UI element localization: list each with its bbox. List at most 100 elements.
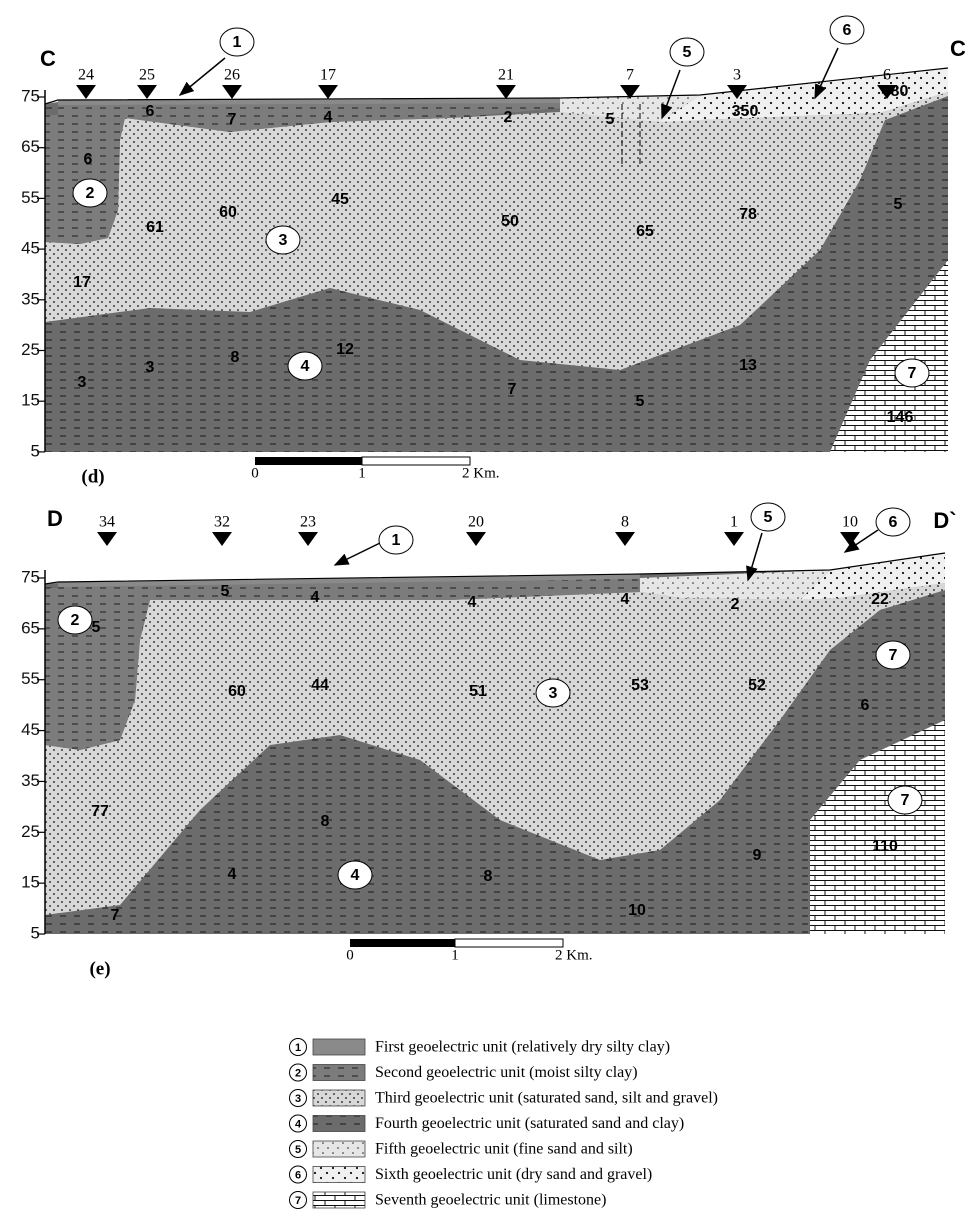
legend-number: 4 [295, 1118, 302, 1130]
station-number: 17 [320, 67, 336, 84]
y-tick-label: 65 [21, 618, 40, 637]
scale-label: 2 Km. [555, 947, 593, 963]
legend-text: Sixth geoelectric unit (dry sand and gra… [375, 1166, 652, 1183]
station-marker [466, 532, 486, 546]
legend-number: 2 [295, 1067, 301, 1079]
legend-text: Fourth geoelectric unit (saturated sand … [375, 1115, 684, 1132]
unit-marker: 3 [549, 685, 558, 702]
legend-text: Seventh geoelectric unit (limestone) [375, 1192, 606, 1209]
station-number: 25 [139, 67, 155, 84]
legend-swatch [313, 1039, 365, 1055]
resistivity-value: 6 [861, 697, 870, 714]
resistivity-value: 17 [73, 274, 91, 291]
unit-marker: 7 [901, 792, 910, 809]
section-e [45, 530, 945, 947]
legend-swatch [313, 1065, 365, 1081]
resistivity-value: 3 [146, 359, 155, 376]
resistivity-value: 2 [504, 109, 513, 126]
unit-marker: 5 [683, 44, 692, 61]
scale-label: 0 [346, 947, 354, 963]
resistivity-value: 5 [636, 393, 645, 410]
scale-label: 0 [251, 465, 259, 481]
scale-bar [255, 457, 362, 465]
legend-swatch [313, 1116, 365, 1132]
resistivity-value: 65 [636, 223, 654, 240]
station-number: 1 [730, 514, 738, 531]
unit-marker: 3 [279, 232, 288, 249]
scale-label: 1 [451, 947, 459, 963]
unit-marker: 4 [351, 867, 360, 884]
section-d [45, 48, 948, 465]
station-marker [298, 532, 318, 546]
y-tick-label: 35 [21, 771, 40, 790]
resistivity-value: 7 [228, 111, 237, 128]
resistivity-value: 5 [92, 619, 101, 636]
station-marker [76, 85, 96, 99]
station-marker [97, 532, 117, 546]
resistivity-value: 60 [228, 683, 246, 700]
resistivity-value: 8 [321, 813, 330, 830]
resistivity-value: 45 [331, 191, 349, 208]
legend-swatch [313, 1167, 365, 1183]
section-end-label: D` [933, 508, 956, 533]
station-number: 32 [214, 514, 230, 531]
resistivity-value: 5 [221, 583, 230, 600]
resistivity-value: 13 [739, 357, 757, 374]
resistivity-value: 7 [111, 907, 120, 924]
y-tick-label: 55 [21, 188, 40, 207]
station-number: 3 [733, 67, 741, 84]
station-marker [318, 85, 338, 99]
resistivity-value: 78 [739, 206, 757, 223]
station-number: 34 [99, 514, 115, 531]
resistivity-value: 5 [894, 196, 903, 213]
y-tick-label: 75 [21, 86, 40, 105]
station-marker [212, 532, 232, 546]
scale-bar [350, 939, 455, 947]
resistivity-value: 2 [731, 596, 740, 613]
figure: 756555453525155CC(d)24252617217366742535… [0, 0, 969, 1213]
legend-number: 7 [295, 1195, 301, 1207]
unit-marker: 2 [86, 185, 95, 202]
unit-marker: 7 [889, 647, 898, 664]
station-number: 23 [300, 514, 316, 531]
resistivity-value: 10 [628, 902, 646, 919]
resistivity-value: 44 [311, 677, 329, 694]
panel-label: (e) [89, 958, 110, 979]
resistivity-value: 110 [872, 838, 898, 855]
panel-label: (d) [81, 466, 104, 487]
resistivity-value: 4 [324, 109, 333, 126]
station-marker [137, 85, 157, 99]
resistivity-value: 3 [78, 374, 87, 391]
resistivity-value: 53 [631, 677, 649, 694]
scale-label: 2 Km. [462, 465, 500, 481]
resistivity-value: 52 [748, 677, 766, 694]
station-number: 26 [224, 67, 240, 84]
y-tick-label: 15 [21, 873, 40, 892]
page: 756555453525155CC(d)24252617217366742535… [0, 0, 969, 1213]
y-tick-label: 35 [21, 289, 40, 308]
resistivity-value: 146 [887, 409, 914, 426]
resistivity-value: 4 [311, 589, 320, 606]
resistivity-value: 9 [753, 847, 762, 864]
resistivity-value: 50 [501, 213, 519, 230]
y-tick-label: 75 [21, 567, 40, 586]
y-tick-label: 25 [21, 340, 40, 359]
legend-swatch [313, 1090, 365, 1106]
legend-text: Second geoelectric unit (moist silty cla… [375, 1064, 638, 1081]
station-number: 10 [842, 514, 858, 531]
legend-swatch [313, 1141, 365, 1157]
station-number: 6 [883, 67, 891, 84]
station-marker [496, 85, 516, 99]
legend-number: 6 [295, 1169, 301, 1181]
y-tick-label: 65 [21, 137, 40, 156]
resistivity-value: 6 [84, 151, 93, 168]
section-start-label: C [40, 46, 56, 71]
arrow [335, 543, 380, 565]
station-number: 8 [621, 514, 629, 531]
legend-number: 5 [295, 1144, 301, 1156]
scale-label: 1 [358, 465, 366, 481]
resistivity-value: 4 [228, 866, 237, 883]
station-number: 20 [468, 514, 484, 531]
legend-swatch [313, 1192, 365, 1208]
y-tick-label: 45 [21, 239, 40, 258]
